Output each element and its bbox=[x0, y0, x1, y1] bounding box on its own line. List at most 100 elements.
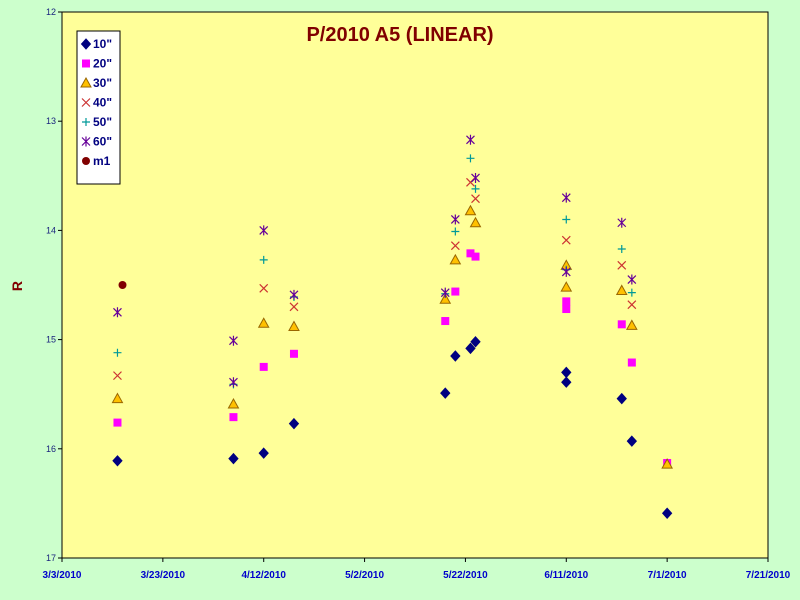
data-point-50 bbox=[617, 244, 626, 253]
data-point-10 bbox=[616, 392, 627, 405]
legend-label: 50" bbox=[93, 115, 112, 129]
data-point-20 bbox=[466, 249, 475, 258]
data-point-60 bbox=[627, 274, 637, 285]
legend-marker-60 bbox=[81, 136, 91, 147]
legend-label: m1 bbox=[93, 154, 111, 168]
data-point-20 bbox=[289, 349, 298, 358]
data-point-40 bbox=[113, 371, 122, 381]
x-tick-label: 7/1/2010 bbox=[648, 570, 687, 581]
data-point-40 bbox=[450, 241, 460, 251]
x-tick-label: 3/3/2010 bbox=[43, 570, 82, 581]
y-tick-label: 15 bbox=[46, 335, 56, 345]
data-point-10 bbox=[450, 350, 461, 362]
data-point-40 bbox=[561, 235, 571, 245]
data-point-30 bbox=[111, 392, 124, 404]
legend: 10" 20" 30" 40" 50" 60" m1 bbox=[76, 30, 121, 185]
data-point-30 bbox=[257, 317, 270, 328]
data-point-30 bbox=[227, 397, 240, 409]
data-point-60 bbox=[561, 192, 571, 203]
data-point-20 bbox=[471, 252, 480, 261]
data-point-10 bbox=[465, 342, 476, 355]
data-point-40 bbox=[259, 283, 269, 293]
data-point-40 bbox=[289, 302, 299, 312]
data-point-40 bbox=[471, 194, 480, 204]
data-point-60 bbox=[466, 134, 475, 145]
data-point-60 bbox=[440, 287, 450, 298]
data-point-60 bbox=[113, 307, 122, 318]
data-point-60 bbox=[450, 214, 460, 225]
x-tick-label: 7/21/2010 bbox=[746, 570, 791, 581]
data-point-50 bbox=[451, 227, 460, 236]
y-tick-label: 17 bbox=[46, 553, 56, 563]
data-point-10 bbox=[228, 452, 239, 465]
x-tick-label: 6/11/2010 bbox=[544, 570, 588, 581]
data-point-20 bbox=[451, 287, 460, 296]
data-point-10 bbox=[561, 376, 572, 388]
data-point-10 bbox=[112, 455, 123, 467]
legend-marker-10 bbox=[80, 38, 92, 50]
data-point-30 bbox=[615, 284, 628, 295]
legend-marker-m1 bbox=[82, 157, 90, 165]
y-tick-label: 14 bbox=[46, 225, 56, 235]
data-point-10 bbox=[288, 417, 300, 430]
data-point-20 bbox=[562, 305, 571, 314]
data-point-50 bbox=[471, 184, 480, 193]
legend-marker-30 bbox=[80, 76, 92, 88]
data-point-60 bbox=[561, 266, 571, 277]
data-point-20 bbox=[441, 317, 450, 326]
x-tick-label: 5/22/2010 bbox=[443, 570, 488, 581]
data-point-10 bbox=[470, 336, 481, 348]
data-point-40 bbox=[627, 300, 637, 310]
data-point-20 bbox=[113, 418, 122, 427]
data-point-10 bbox=[661, 507, 673, 519]
y-axis: 12 13 14 15 16 17 bbox=[46, 7, 62, 563]
data-point-50 bbox=[466, 154, 475, 163]
data-point-60 bbox=[471, 172, 480, 183]
legend-label: 30" bbox=[93, 76, 112, 90]
x-tick-label: 5/2/2010 bbox=[345, 570, 384, 581]
legend-marker-50 bbox=[82, 118, 90, 126]
data-point-20 bbox=[627, 358, 636, 367]
y-tick-label: 13 bbox=[46, 116, 56, 126]
data-point-30 bbox=[469, 216, 482, 228]
data-point-50 bbox=[259, 255, 268, 264]
data-point-30 bbox=[449, 253, 462, 265]
data-point-60 bbox=[289, 289, 299, 300]
data-point-10 bbox=[440, 387, 451, 399]
data-point-10 bbox=[626, 435, 638, 447]
data-point-60 bbox=[229, 377, 238, 388]
y-tick-label: 12 bbox=[46, 7, 56, 17]
data-point-60 bbox=[259, 225, 269, 236]
data-point-30 bbox=[625, 319, 638, 330]
data-point-30 bbox=[464, 204, 477, 216]
data-point-20 bbox=[229, 413, 238, 422]
y-tick-label: 16 bbox=[46, 444, 56, 454]
legend-label: 10" bbox=[93, 37, 112, 51]
plot-area bbox=[61, 11, 769, 559]
data-point-30 bbox=[439, 293, 452, 304]
x-tick-label: 3/23/2010 bbox=[141, 570, 186, 581]
data-point-50 bbox=[562, 215, 571, 224]
x-axis: 3/3/2010 3/23/2010 4/12/2010 5/2/2010 5/22/2… bbox=[43, 558, 791, 581]
data-point-20 bbox=[259, 362, 268, 371]
y-axis-label: R bbox=[9, 281, 25, 291]
data-point-20 bbox=[617, 320, 626, 329]
data-point-m1 bbox=[118, 281, 127, 289]
data-point-50 bbox=[627, 288, 636, 297]
legend-marker-40 bbox=[81, 98, 91, 107]
data-point-20 bbox=[562, 297, 571, 306]
data-point-60 bbox=[229, 335, 238, 346]
data-point-30 bbox=[560, 281, 573, 292]
legend-label: 60" bbox=[93, 135, 112, 149]
legend-label: 20" bbox=[93, 57, 112, 71]
data-point-10 bbox=[258, 447, 269, 459]
chart-title: P/2010 A5 (LINEAR) bbox=[306, 24, 493, 46]
data-points bbox=[111, 134, 673, 519]
legend-marker-20 bbox=[82, 59, 90, 68]
legend-label: 40" bbox=[93, 96, 112, 110]
data-point-30 bbox=[288, 320, 300, 331]
data-point-40 bbox=[617, 260, 627, 270]
data-point-50 bbox=[113, 348, 122, 357]
data-point-60 bbox=[617, 217, 627, 228]
